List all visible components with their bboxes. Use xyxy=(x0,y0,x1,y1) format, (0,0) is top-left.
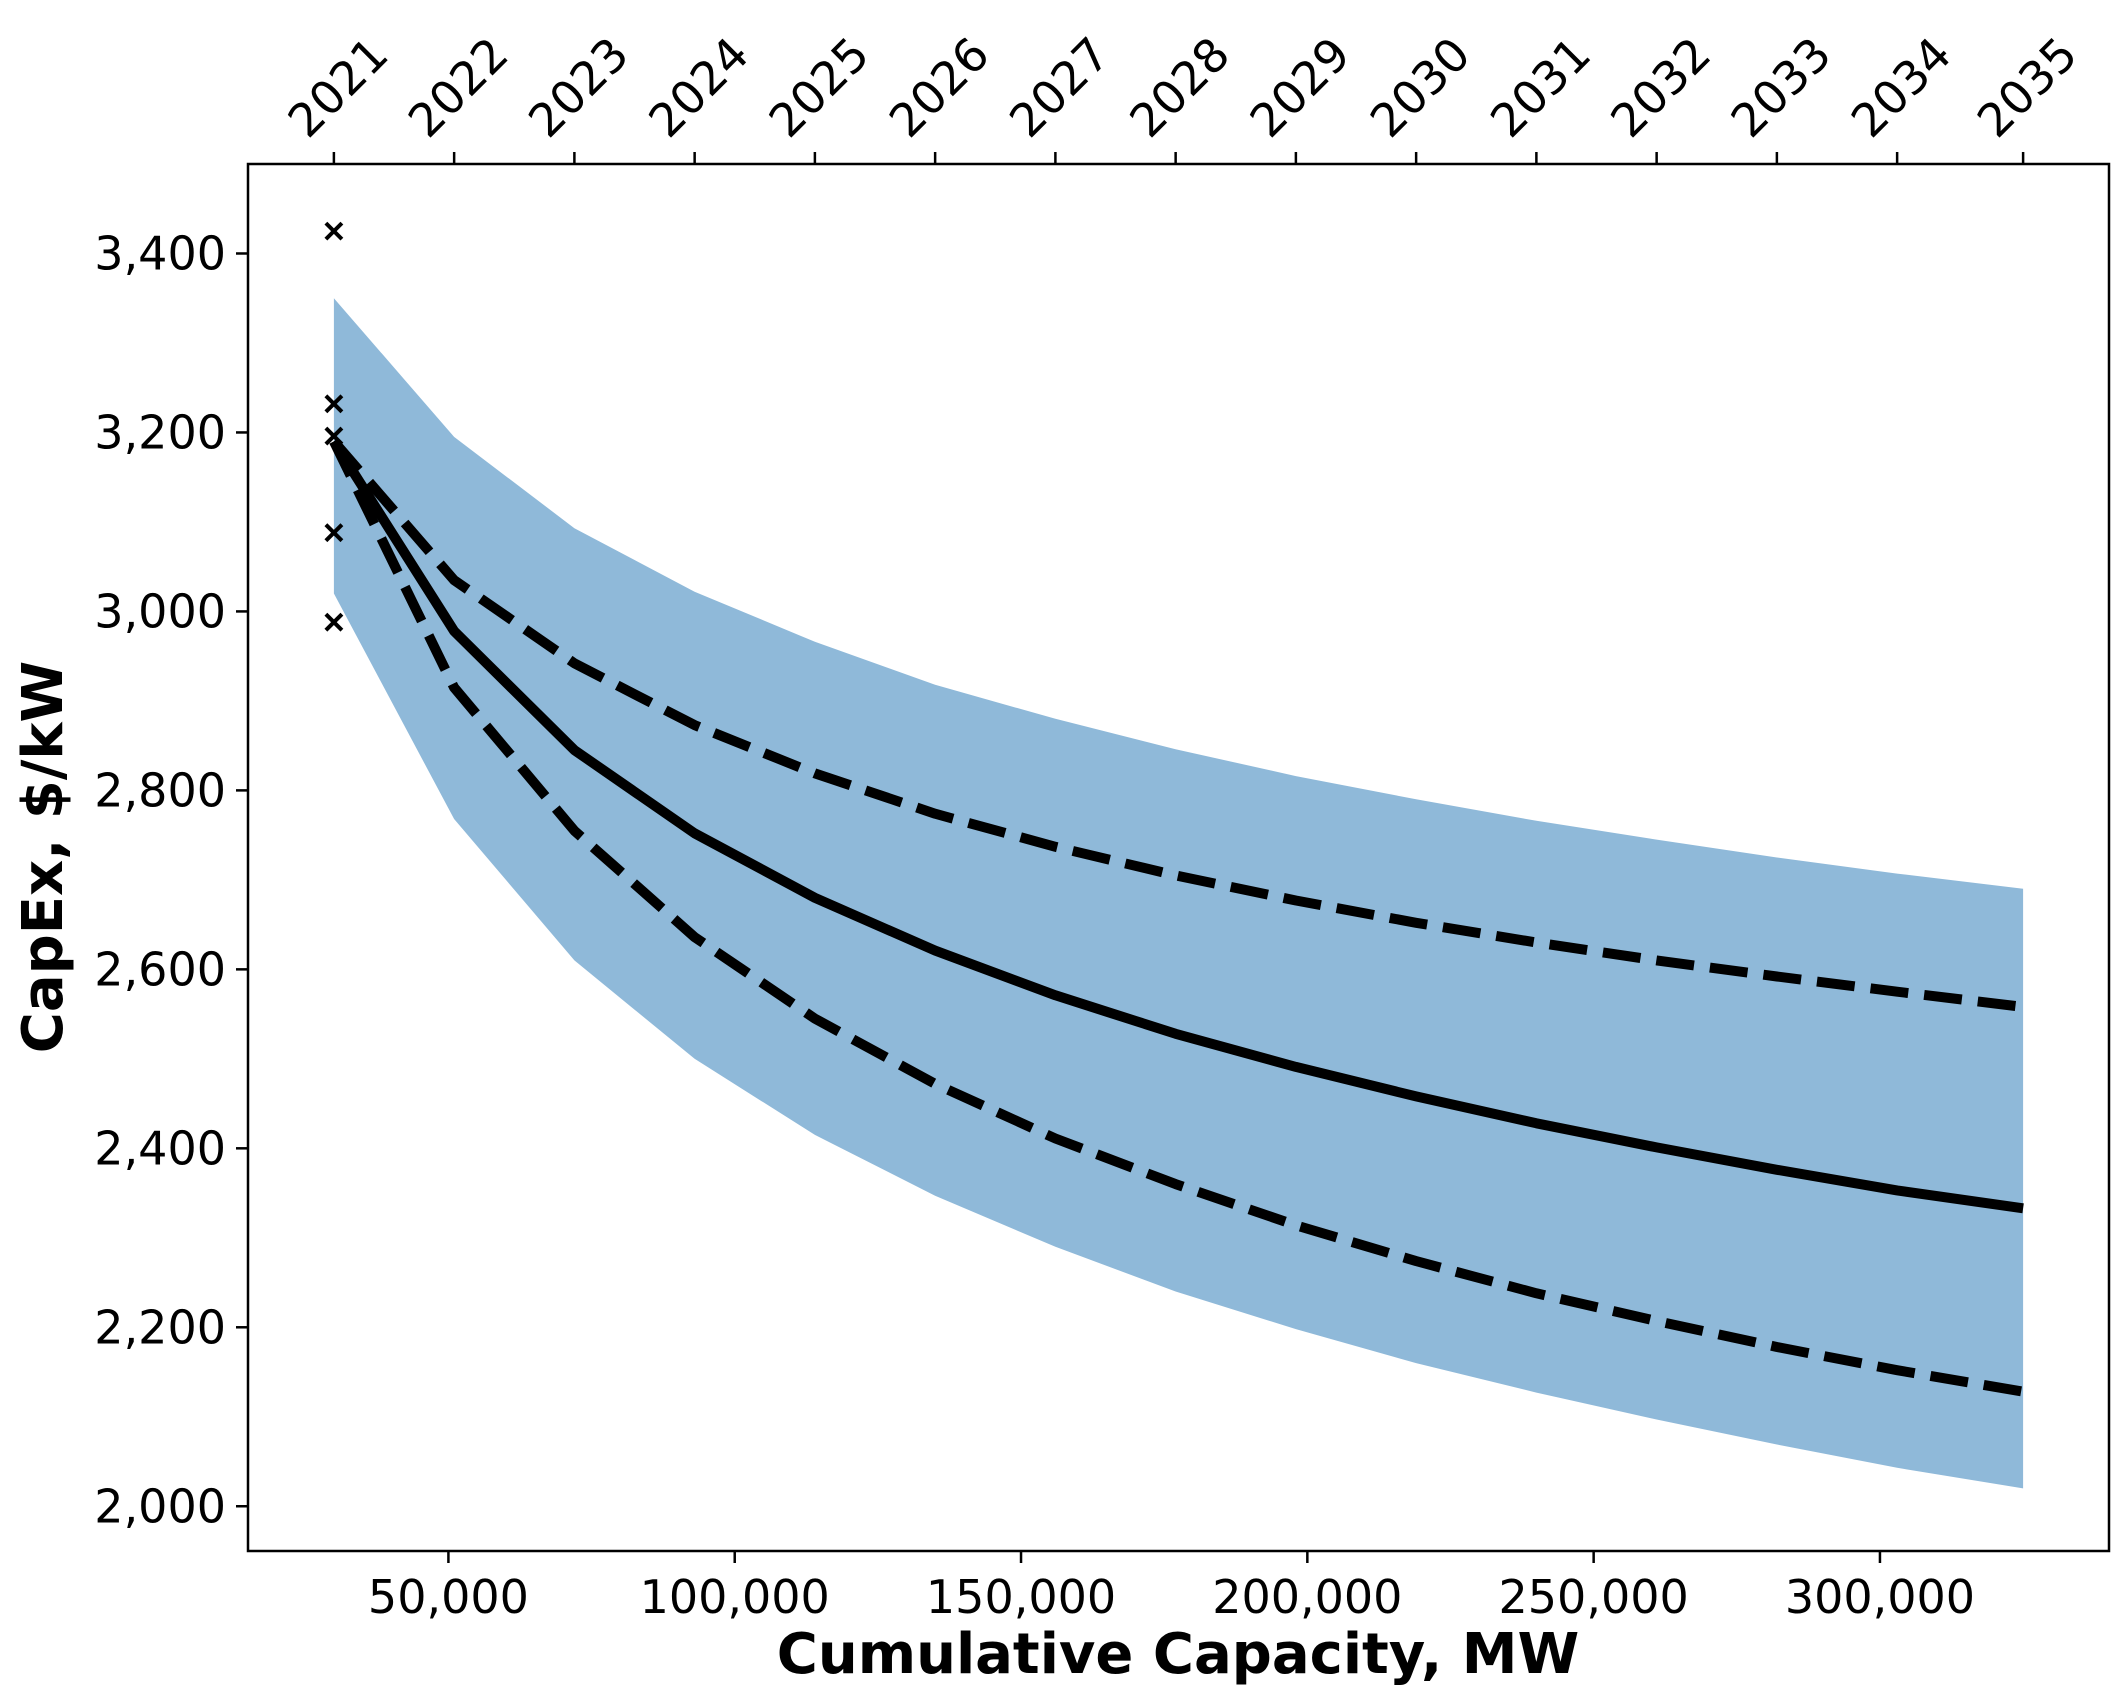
year-tick-label: 2027 xyxy=(999,27,1120,148)
x-tick-label: 100,000 xyxy=(640,1570,830,1624)
dashed-series-line-2 xyxy=(329,439,2024,1397)
dashed-series-line-1 xyxy=(330,438,2024,1012)
y-tick-label: 3,200 xyxy=(94,405,226,459)
x-axis-bottom: 50,000 100,000 150,000 200,000 250,000 300,00… xyxy=(368,1551,1975,1624)
x-marker xyxy=(324,221,344,241)
year-tick-label: 2024 xyxy=(638,27,759,148)
y-tick-label: 2,400 xyxy=(94,1121,226,1175)
y-axis-left: 2,000 2,200 2,400 2,600 2,800 3,000 3,200 3,400 xyxy=(94,226,248,1533)
year-tick-label: 2028 xyxy=(1119,27,1240,148)
y-tick-label: 2,200 xyxy=(94,1300,226,1354)
year-tick-label: 2029 xyxy=(1239,27,1360,148)
year-tick-label: 2033 xyxy=(1720,27,1841,148)
x-tick-label: 300,000 xyxy=(1785,1570,1975,1624)
x-marker xyxy=(324,426,344,446)
year-tick-label: 2023 xyxy=(518,27,639,148)
x-marker xyxy=(324,612,344,632)
year-tick-label: 2026 xyxy=(879,27,1000,148)
y-tick-label: 2,600 xyxy=(94,942,226,996)
x-tick-label: 50,000 xyxy=(368,1570,529,1624)
central-series-line xyxy=(329,438,2024,1214)
year-tick-label: 2022 xyxy=(398,27,519,148)
y-tick-label: 2,800 xyxy=(94,763,226,817)
plot-area xyxy=(324,221,2024,1489)
year-tick-label: 2021 xyxy=(277,27,398,148)
x-tick-label: 250,000 xyxy=(1499,1570,1689,1624)
observation-markers xyxy=(324,221,344,632)
x-axis-title: Cumulative Capacity, MW xyxy=(777,1622,1579,1687)
series-lines xyxy=(329,438,2024,1397)
x-tick-label: 200,000 xyxy=(1212,1570,1402,1624)
y-axis-title: CapEx, $/kW xyxy=(11,661,76,1054)
plot-frame xyxy=(246,162,2111,1553)
x-marker xyxy=(324,394,344,414)
year-tick-label: 2035 xyxy=(1967,27,2088,148)
uncertainty-band xyxy=(333,298,2024,1489)
y-tick-label: 3,000 xyxy=(94,584,226,638)
y-tick-label: 3,400 xyxy=(94,226,226,280)
year-tick-label: 2030 xyxy=(1360,27,1481,148)
x-marker xyxy=(324,523,344,543)
y-tick-label: 2,000 xyxy=(94,1479,226,1533)
x-axis-top-years: 2021 2022 2023 2024 2025 2026 2027 2028 2029 2030… xyxy=(277,27,2088,164)
year-tick-label: 2025 xyxy=(758,27,879,148)
year-tick-label: 2031 xyxy=(1480,27,1601,148)
year-tick-label: 2034 xyxy=(1841,27,1962,148)
x-tick-label: 150,000 xyxy=(926,1570,1116,1624)
year-tick-label: 2032 xyxy=(1600,27,1721,148)
